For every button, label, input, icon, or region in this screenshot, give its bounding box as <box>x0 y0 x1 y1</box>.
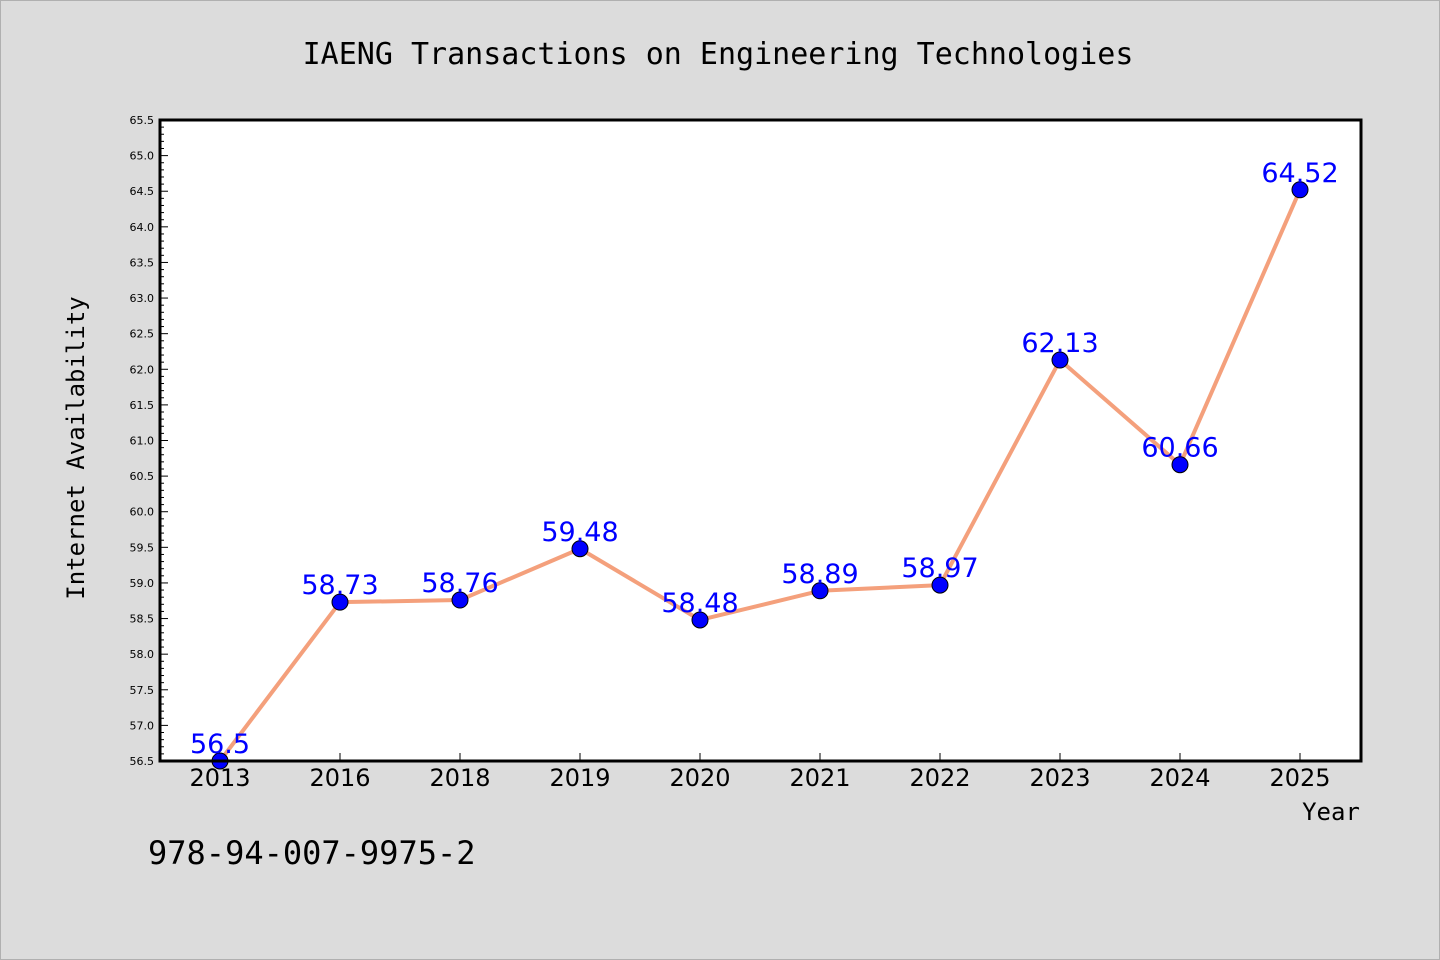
plot-area <box>160 120 1361 761</box>
y-axis-label: Internet Availability <box>62 296 90 599</box>
y-tick-label: 58.5 <box>130 613 155 626</box>
y-tick-label: 60.0 <box>130 506 155 519</box>
data-point <box>691 611 709 629</box>
y-tick-label: 64.5 <box>130 185 155 198</box>
x-tick-label: 2020 <box>669 764 730 792</box>
data-point <box>451 591 469 609</box>
data-label: 58.97 <box>901 553 978 584</box>
y-tick-label: 59.5 <box>130 541 155 554</box>
data-label: 58.76 <box>421 568 498 599</box>
data-label: 64.52 <box>1261 158 1338 189</box>
y-tick-label: 65.0 <box>130 150 155 163</box>
data-point <box>1051 351 1069 369</box>
y-tick-label: 62.0 <box>130 363 155 376</box>
x-tick-label: 2018 <box>429 764 490 792</box>
x-tick-label: 2025 <box>1269 764 1330 792</box>
series-line <box>218 188 1302 763</box>
data-label: 62.13 <box>1021 328 1098 359</box>
y-tick-label: 65.5 <box>130 114 155 127</box>
data-label: 59.48 <box>541 517 618 548</box>
y-tick-label: 58.0 <box>130 648 155 661</box>
x-tick-label: 2024 <box>1149 764 1210 792</box>
y-tick-label: 62.5 <box>130 328 155 341</box>
data-labels: 56.5 58.73 58.76 59.48 58.48 58.89 58.97 62.13 6… <box>190 158 1339 760</box>
chart-title: IAENG Transactions on Engineering Techno… <box>303 37 1134 72</box>
y-tick-label: 57.5 <box>130 684 155 697</box>
data-label: 58.48 <box>661 588 738 619</box>
y-axis-ticks: 56.5 57.0 57.5 58.0 58.5 59.0 59.5 60.0 60.5 61.0… <box>130 114 168 768</box>
y-tick-label: 64.0 <box>130 221 155 234</box>
data-point <box>811 582 829 600</box>
data-label: 56.5 <box>190 729 250 760</box>
isbn-footnote: 978-94-007-9975-2 <box>148 834 476 872</box>
series-markers <box>211 181 1309 770</box>
data-label: 58.89 <box>781 559 858 590</box>
x-axis-label: Year <box>1302 798 1360 826</box>
x-tick-label: 2019 <box>549 764 610 792</box>
plot-frame <box>158 118 1363 763</box>
data-label: 58.73 <box>301 570 378 601</box>
y-tick-label: 56.5 <box>130 755 155 768</box>
y-tick-label: 60.5 <box>130 470 155 483</box>
x-axis-ticks: 2013 2016 2018 2019 2020 2021 2022 2023 2024 2025 <box>189 753 1331 792</box>
data-point <box>1171 456 1189 474</box>
data-point <box>331 593 349 611</box>
y-tick-label: 57.0 <box>130 719 155 732</box>
x-tick-label: 2016 <box>309 764 370 792</box>
data-label: 60.66 <box>1141 433 1218 464</box>
data-point <box>931 576 949 594</box>
y-tick-label: 61.0 <box>130 435 155 448</box>
data-point <box>571 540 589 558</box>
x-tick-label: 2023 <box>1029 764 1090 792</box>
x-tick-label: 2021 <box>789 764 850 792</box>
y-tick-label: 63.5 <box>130 256 155 269</box>
x-tick-label: 2022 <box>909 764 970 792</box>
data-point <box>1291 181 1309 199</box>
y-tick-label: 61.5 <box>130 399 155 412</box>
y-tick-label: 63.0 <box>130 292 155 305</box>
y-tick-label: 59.0 <box>130 577 155 590</box>
